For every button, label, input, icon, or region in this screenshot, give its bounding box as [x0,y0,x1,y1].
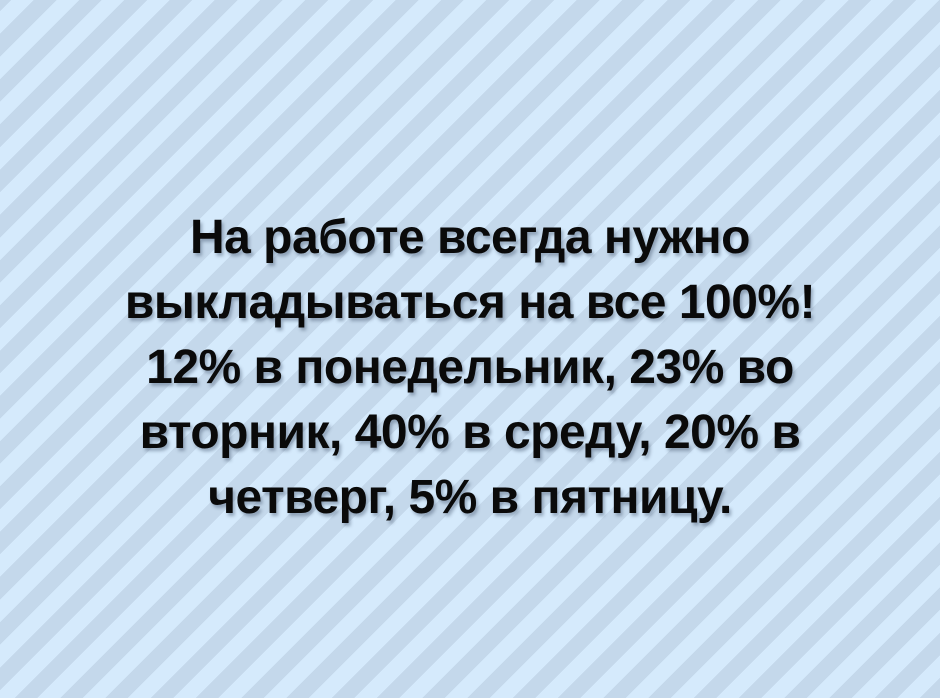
meme-text-line-3: 12% в понедельник, 23% во [146,340,794,394]
meme-text-line-1: На работе всегда нужно [189,210,751,264]
meme-text-line-2: выкладываться на все 100%! [124,275,816,329]
meme-text-line-5: четверг, 5% в пятницу. [208,470,732,524]
meme-text-line-4: вторник, 40% в среду, 20% в [139,405,801,459]
